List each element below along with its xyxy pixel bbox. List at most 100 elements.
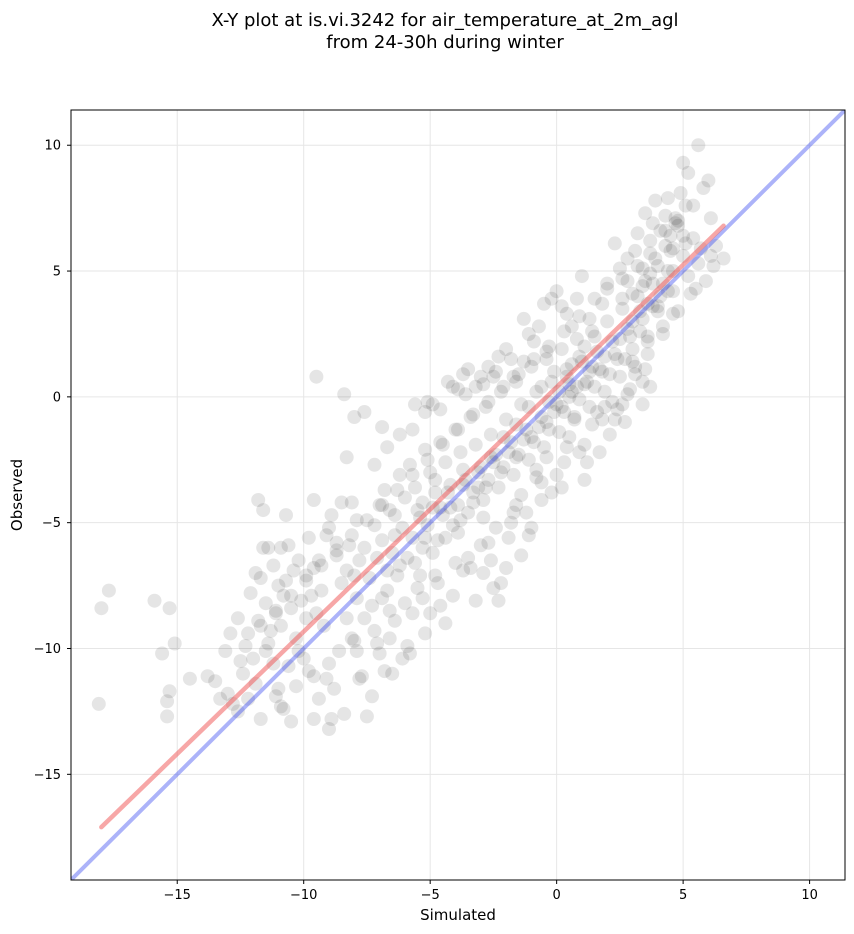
scatter-point bbox=[380, 563, 395, 578]
scatter-point bbox=[471, 480, 486, 495]
scatter-point bbox=[160, 709, 175, 724]
scatter-point bbox=[276, 701, 291, 716]
scatter-point bbox=[668, 211, 683, 226]
scatter-point bbox=[461, 505, 476, 520]
scatter-point bbox=[261, 540, 276, 555]
scatter-point bbox=[349, 644, 364, 658]
scatter-point bbox=[413, 568, 428, 583]
scatter-point bbox=[359, 709, 374, 724]
scatter-point bbox=[481, 394, 496, 409]
scatter-point bbox=[258, 644, 273, 658]
scatter-point bbox=[653, 223, 668, 238]
scatter-point bbox=[572, 445, 587, 460]
scatter-point bbox=[337, 387, 352, 402]
scatter-point bbox=[491, 593, 506, 608]
scatter-point bbox=[526, 435, 541, 450]
scatter-point bbox=[698, 274, 713, 289]
scatter-point bbox=[635, 374, 650, 389]
scatter-point bbox=[339, 611, 354, 626]
x-tick-label: −10 bbox=[290, 888, 317, 903]
scatter-point bbox=[425, 397, 440, 412]
scatter-point bbox=[494, 576, 508, 591]
scatter-point bbox=[640, 329, 655, 344]
scatter-point bbox=[655, 319, 670, 334]
scatter-point bbox=[542, 422, 557, 437]
scatter-point bbox=[625, 286, 640, 301]
scatter-point bbox=[291, 553, 306, 568]
scatter-point bbox=[552, 425, 567, 440]
scatter-point bbox=[208, 674, 223, 689]
scatter-point bbox=[648, 193, 663, 208]
scatter-point bbox=[473, 538, 488, 553]
scatter-point bbox=[691, 138, 706, 153]
scatter-point bbox=[279, 573, 293, 588]
scatter-point bbox=[306, 493, 321, 507]
scatter-point bbox=[607, 236, 622, 251]
scatter-point bbox=[438, 616, 453, 631]
scatter-point bbox=[547, 364, 562, 379]
scatter-point bbox=[519, 422, 534, 437]
scatter-point bbox=[271, 578, 286, 593]
scatter-point bbox=[597, 349, 612, 364]
scatter-point bbox=[557, 324, 572, 339]
y-tick-label: 0 bbox=[53, 390, 61, 405]
scatter-point bbox=[504, 515, 519, 530]
plot-frame bbox=[70, 109, 846, 881]
scatter-point bbox=[408, 397, 422, 412]
scatter-point bbox=[658, 223, 673, 238]
scatter-point bbox=[645, 299, 660, 314]
scatter-point bbox=[354, 669, 369, 684]
reference-lines bbox=[71, 110, 845, 880]
scatter-point bbox=[324, 508, 339, 523]
scatter-point bbox=[385, 666, 400, 681]
scatter-point bbox=[638, 274, 653, 289]
scatter-point bbox=[668, 216, 683, 231]
y-tick-label: −5 bbox=[42, 516, 61, 531]
scatter-point bbox=[658, 208, 673, 223]
scatter-point bbox=[587, 329, 602, 344]
scatter-point bbox=[688, 281, 703, 296]
scatter-point bbox=[506, 467, 521, 482]
scatter-point bbox=[607, 412, 622, 427]
scatter-point bbox=[488, 520, 503, 535]
scatter-point bbox=[352, 553, 367, 568]
scatter-point bbox=[630, 226, 645, 241]
scatter-point bbox=[534, 475, 549, 490]
scatter-point bbox=[650, 304, 665, 319]
scatter-point bbox=[322, 656, 336, 671]
scatter-point bbox=[347, 410, 362, 424]
scatter-point bbox=[306, 669, 321, 684]
y-tick-label: 10 bbox=[44, 139, 61, 154]
scatter-point bbox=[585, 324, 600, 339]
scatter-point bbox=[529, 470, 544, 485]
scatter-point bbox=[595, 296, 610, 311]
scatter-point bbox=[620, 321, 635, 336]
scatter-point bbox=[638, 206, 653, 221]
x-tick-label: 0 bbox=[553, 888, 561, 903]
scatter-point bbox=[666, 284, 680, 299]
scatter-point bbox=[367, 623, 382, 638]
scatter-point bbox=[200, 669, 215, 684]
scatter-point bbox=[678, 236, 693, 251]
scatter-point bbox=[635, 397, 650, 412]
scatter-point bbox=[640, 334, 655, 349]
scatter-point bbox=[564, 384, 579, 399]
scatter-point bbox=[542, 339, 557, 354]
scatter-point bbox=[494, 384, 508, 399]
scatter-point bbox=[468, 437, 483, 452]
scatter-point bbox=[709, 238, 723, 253]
scatter-point bbox=[418, 405, 433, 419]
scatter-point bbox=[273, 540, 288, 555]
scatter-point bbox=[615, 397, 630, 412]
scatter-point bbox=[390, 483, 405, 497]
scatter-point bbox=[357, 405, 372, 419]
scatter-point bbox=[433, 598, 448, 613]
scatter-point bbox=[279, 508, 293, 523]
scatter-point bbox=[387, 613, 402, 628]
scatter-point bbox=[640, 347, 655, 362]
scatter-point bbox=[281, 538, 296, 553]
scatter-point bbox=[423, 465, 438, 480]
scatter-point bbox=[375, 420, 390, 435]
scatter-point bbox=[213, 691, 228, 706]
scatter-point bbox=[628, 359, 643, 374]
